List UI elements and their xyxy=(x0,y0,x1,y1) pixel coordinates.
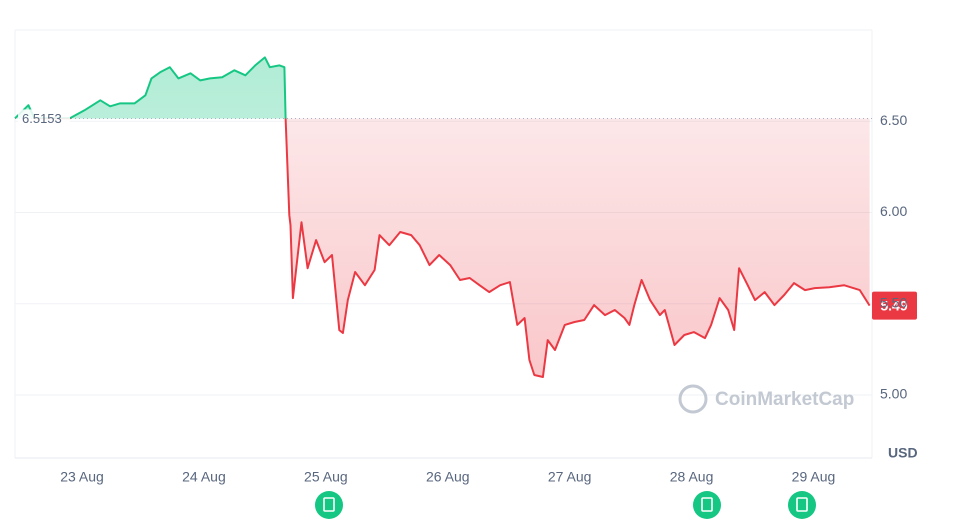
y-tick-label: 5.00 xyxy=(880,386,907,402)
x-tick-label: 23 Aug xyxy=(60,469,104,485)
price-tag-label: 5.49 xyxy=(880,297,907,313)
y-tick-label: 6.00 xyxy=(880,203,907,219)
x-tick-label: 29 Aug xyxy=(792,469,836,485)
x-tick-label: 26 Aug xyxy=(426,469,470,485)
x-tick-label: 24 Aug xyxy=(182,469,226,485)
baseline-label-bg xyxy=(18,109,70,128)
x-tick-label: 27 Aug xyxy=(548,469,592,485)
area-fill xyxy=(15,57,870,378)
y-tick-label: 6.50 xyxy=(880,112,907,128)
x-tick-label: 28 Aug xyxy=(670,469,714,485)
plot: 5.49 6.5153 xyxy=(14,56,917,378)
news-icon[interactable] xyxy=(788,491,816,519)
y-tick-label: 5.50 xyxy=(880,294,907,310)
x-tick-label: 25 Aug xyxy=(304,469,348,485)
price-line xyxy=(14,56,871,378)
watermark: CoinMarketCap xyxy=(678,384,854,414)
news-icons xyxy=(315,491,816,519)
price-tag xyxy=(872,291,917,320)
currency-label: USD xyxy=(888,445,918,461)
news-icon-doc xyxy=(323,497,335,512)
news-icon-doc xyxy=(701,497,713,512)
watermark-text: CoinMarketCap xyxy=(715,389,854,410)
news-icon[interactable] xyxy=(315,491,343,519)
news-icon-doc xyxy=(796,497,808,512)
watermark-logo xyxy=(678,384,708,414)
baseline-label: 6.5153 xyxy=(22,111,62,126)
news-icon[interactable] xyxy=(693,491,721,519)
